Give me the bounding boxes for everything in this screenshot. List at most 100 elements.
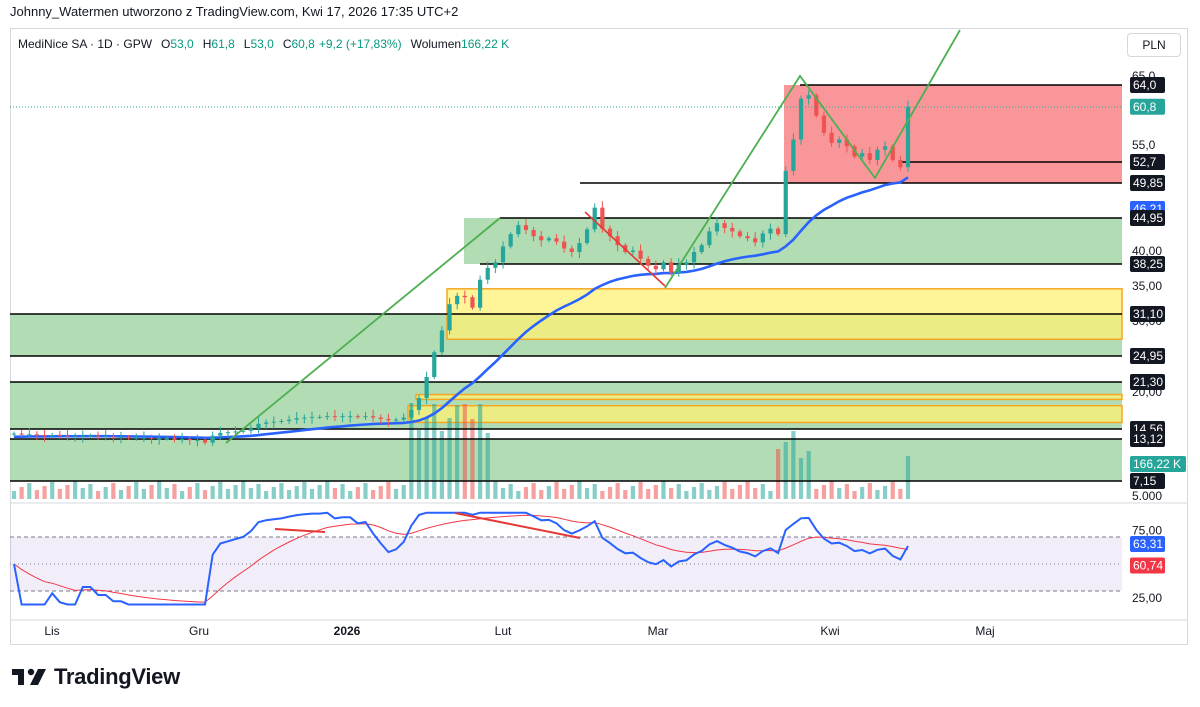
volume-bar: [500, 488, 506, 499]
candle-body: [225, 432, 231, 434]
candle-body: [241, 430, 246, 432]
time-axis-label: Maj: [975, 624, 994, 638]
legend-high-label: H: [202, 37, 212, 51]
candle-body: [905, 106, 911, 168]
price-tag-bg: [1130, 77, 1165, 93]
volume-bar: [348, 491, 353, 499]
candle-body: [837, 139, 842, 143]
price-tag-label: 44,95: [1133, 211, 1163, 225]
legend-change: +9,2 (+17,83%): [318, 37, 402, 51]
candle-body: [57, 434, 62, 436]
price-tag-label: 31,10: [1133, 307, 1163, 321]
volume-bar: [11, 491, 17, 499]
legend-high-value: 61,8: [211, 37, 235, 51]
volume-bar: [73, 481, 78, 499]
volume-bar: [210, 486, 215, 499]
volume-bar: [202, 490, 208, 499]
candle-body: [218, 432, 223, 436]
volume-bar: [776, 449, 781, 499]
volume-bar: [584, 488, 590, 499]
candle-body: [890, 146, 895, 160]
volume-bar: [791, 431, 796, 499]
volume-bar: [126, 486, 131, 499]
time-axis-label: Lut: [495, 624, 512, 638]
candle-body: [27, 434, 32, 436]
candle-body: [661, 262, 666, 270]
candle-body: [676, 264, 681, 273]
volume-bar: [661, 481, 666, 499]
volume-bar: [630, 486, 636, 499]
candle-body: [348, 416, 353, 418]
candle-body: [821, 115, 827, 133]
volume-bar: [783, 442, 788, 499]
volume-bar: [707, 490, 712, 499]
candle-body: [584, 229, 590, 244]
candles-layer: [11, 90, 911, 447]
candle-body: [332, 416, 338, 418]
volume-bar: [80, 488, 85, 499]
volume-bar: [42, 486, 47, 499]
volume-bar: [393, 489, 399, 499]
candle-body: [401, 417, 406, 420]
volume-bar: [447, 418, 452, 499]
legend-low-label: L: [243, 37, 251, 51]
volume-bar: [562, 489, 567, 499]
volume-bar: [860, 487, 865, 499]
volume-bar: [600, 491, 605, 499]
volume-bar: [798, 458, 804, 499]
legend-symbol[interactable]: MediNice SA · 1D · GPW: [18, 37, 153, 51]
candle-body: [172, 438, 177, 440]
time-axis: Lis Gru 2026 Lut Mar Kwi Maj: [44, 624, 994, 638]
volume-bar: [875, 490, 880, 499]
candle-body: [791, 139, 796, 171]
candle-body: [149, 437, 154, 439]
candle-body: [829, 132, 834, 143]
candle-body: [50, 434, 55, 436]
volume-bar: [225, 489, 231, 499]
volume-bar: [638, 482, 643, 499]
symbol-legend: MediNice SA · 1D · GPW O53,0 H61,8 L53,0 C60…: [18, 37, 509, 51]
volume-bar: [279, 483, 284, 499]
candle-body: [393, 419, 399, 421]
candle-body: [134, 437, 139, 439]
tradingview-logo-text: TradingView: [54, 664, 180, 689]
volume-bar: [195, 483, 200, 499]
volume-bar: [821, 485, 827, 499]
candle-body: [860, 153, 865, 157]
trendline-down: [584, 211, 666, 287]
legend-volume-value: 166,22 K: [461, 37, 510, 51]
candle-body: [416, 398, 422, 410]
candle-body: [554, 238, 559, 242]
price-axis-tick: 5.000: [1132, 489, 1162, 503]
price-tags: 64,060,852,749,8546,2144,9538,2531,1024,…: [1130, 77, 1186, 489]
volume-bar: [890, 482, 895, 499]
currency-button[interactable]: PLN: [1127, 33, 1181, 57]
candle-body: [806, 95, 811, 99]
levels-layer: [10, 84, 1122, 482]
candle-body: [432, 352, 437, 378]
candle-body: [88, 435, 93, 437]
volume-bar: [355, 487, 360, 499]
rsi-tag-bg: [1130, 557, 1165, 574]
candle-body: [95, 435, 101, 437]
candle-body: [164, 438, 169, 440]
candle-body: [607, 228, 613, 237]
candle-body: [294, 418, 299, 420]
volume-bar: [653, 485, 658, 499]
volume-bar: [508, 484, 513, 499]
candle-body: [684, 262, 689, 265]
volume-bar: [424, 417, 429, 499]
candle-body: [363, 416, 368, 418]
volume-bar: [271, 487, 276, 499]
time-axis-label: Kwi: [820, 624, 839, 638]
price-tag-bg: [1130, 306, 1165, 322]
volume-bar: [814, 489, 819, 499]
candle-body: [103, 436, 108, 438]
candle-body: [630, 250, 636, 252]
candle-body: [386, 418, 391, 421]
candle-body: [286, 419, 292, 422]
volume-bar: [88, 484, 93, 499]
candle-body: [783, 170, 788, 235]
volume-bar: [256, 484, 261, 499]
